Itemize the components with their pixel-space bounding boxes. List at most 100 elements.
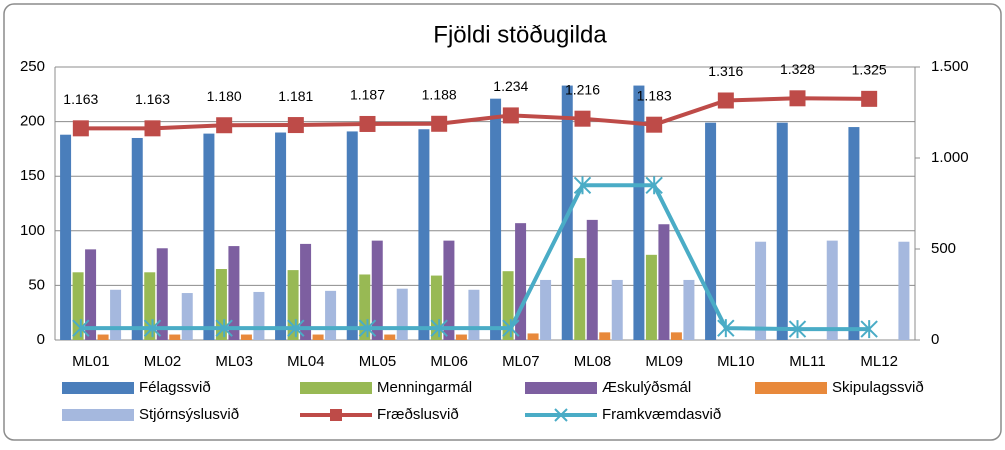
x-tick-label: ML12 <box>860 353 898 370</box>
bar <box>898 241 910 340</box>
y-tick-label: 50 <box>28 276 45 293</box>
bar <box>287 270 299 340</box>
bar <box>60 134 72 340</box>
bar <box>110 289 122 340</box>
marker <box>216 117 233 134</box>
y2-tick-label: 500 <box>931 240 956 257</box>
x-tick-label: ML10 <box>717 353 755 370</box>
bar <box>418 129 430 340</box>
bar <box>371 240 383 340</box>
data-label: 1.183 <box>637 87 672 103</box>
bar <box>275 132 287 340</box>
data-label: 1.325 <box>852 62 887 78</box>
x-tick-label: ML05 <box>359 353 397 370</box>
bar <box>586 219 598 340</box>
x-tick-label: ML02 <box>144 353 182 370</box>
legend-label: Stjórnsýslusvið <box>139 406 239 423</box>
legend-label: Æskulýðsmál <box>602 379 691 396</box>
legend-label: Skipulagssvið <box>832 379 924 396</box>
x-tick-label: ML01 <box>72 353 110 370</box>
legend-swatch <box>755 382 827 394</box>
bar <box>540 279 552 340</box>
y2-tick-label: 1.000 <box>931 149 969 166</box>
line <box>80 183 870 332</box>
bar <box>72 272 84 340</box>
marker <box>861 90 878 107</box>
marker <box>646 116 663 133</box>
bar <box>169 334 181 340</box>
marker <box>143 319 162 338</box>
bar <box>253 291 265 340</box>
data-label: 1.316 <box>708 63 743 79</box>
bar <box>755 241 767 340</box>
legend-swatch <box>62 409 134 421</box>
bar <box>384 334 396 340</box>
bar <box>131 137 143 340</box>
marker <box>788 320 807 339</box>
legend-marker <box>330 409 342 421</box>
bar <box>240 334 252 340</box>
bar <box>443 240 455 340</box>
data-label: 1.181 <box>278 88 313 104</box>
bar <box>203 133 215 340</box>
bar <box>683 279 695 340</box>
legend-swatch <box>62 382 134 394</box>
bar <box>468 289 480 340</box>
bar <box>396 288 408 340</box>
y-tick-label: 0 <box>37 331 45 348</box>
marker <box>574 110 591 127</box>
line <box>80 96 870 131</box>
legend-label: Framkvæmdasvið <box>602 406 721 423</box>
marker <box>502 107 519 124</box>
bar <box>527 333 539 340</box>
marker <box>287 319 305 338</box>
x-tick-label: ML11 <box>789 353 825 370</box>
data-label: 1.163 <box>135 91 170 107</box>
legend-label: Menningarmál <box>377 379 472 396</box>
legend-swatch <box>300 382 372 394</box>
bar <box>599 332 611 340</box>
marker <box>359 115 376 132</box>
bar <box>848 127 860 340</box>
bar <box>645 254 657 340</box>
data-label: 1.216 <box>565 81 600 97</box>
bar <box>611 279 623 340</box>
marker <box>860 320 878 339</box>
chart-title: Fjöldi stöðugilda <box>433 21 607 48</box>
marker <box>573 176 592 195</box>
marker <box>287 117 304 134</box>
x-tick-label: ML06 <box>430 353 468 370</box>
bar <box>574 258 586 340</box>
marker <box>717 319 735 338</box>
data-label: 1.187 <box>350 87 385 103</box>
chart-frame <box>3 3 1002 441</box>
x-tick-label: ML04 <box>287 353 325 370</box>
marker <box>215 319 233 338</box>
bar <box>215 269 227 340</box>
marker <box>144 120 161 137</box>
marker <box>72 319 90 338</box>
marker <box>502 319 520 338</box>
bar <box>515 223 527 340</box>
bar <box>455 334 467 340</box>
legend-marker <box>554 408 568 422</box>
marker <box>431 115 448 132</box>
bar <box>658 224 670 340</box>
marker <box>789 90 806 107</box>
legend-label: Fræðslusvið <box>377 406 459 423</box>
data-label: 1.234 <box>493 78 528 94</box>
marker <box>358 319 377 338</box>
data-label: 1.180 <box>207 88 242 104</box>
y-tick-label: 150 <box>20 167 45 184</box>
bar <box>776 122 788 340</box>
bar <box>85 249 97 340</box>
y2-tick-label: 0 <box>931 331 939 348</box>
marker <box>645 176 663 195</box>
legend-swatch <box>525 382 597 394</box>
bar <box>228 246 240 340</box>
bar <box>144 272 156 340</box>
y2-tick-label: 1.500 <box>931 58 969 75</box>
marker <box>430 319 448 338</box>
data-label: 1.328 <box>780 61 815 77</box>
